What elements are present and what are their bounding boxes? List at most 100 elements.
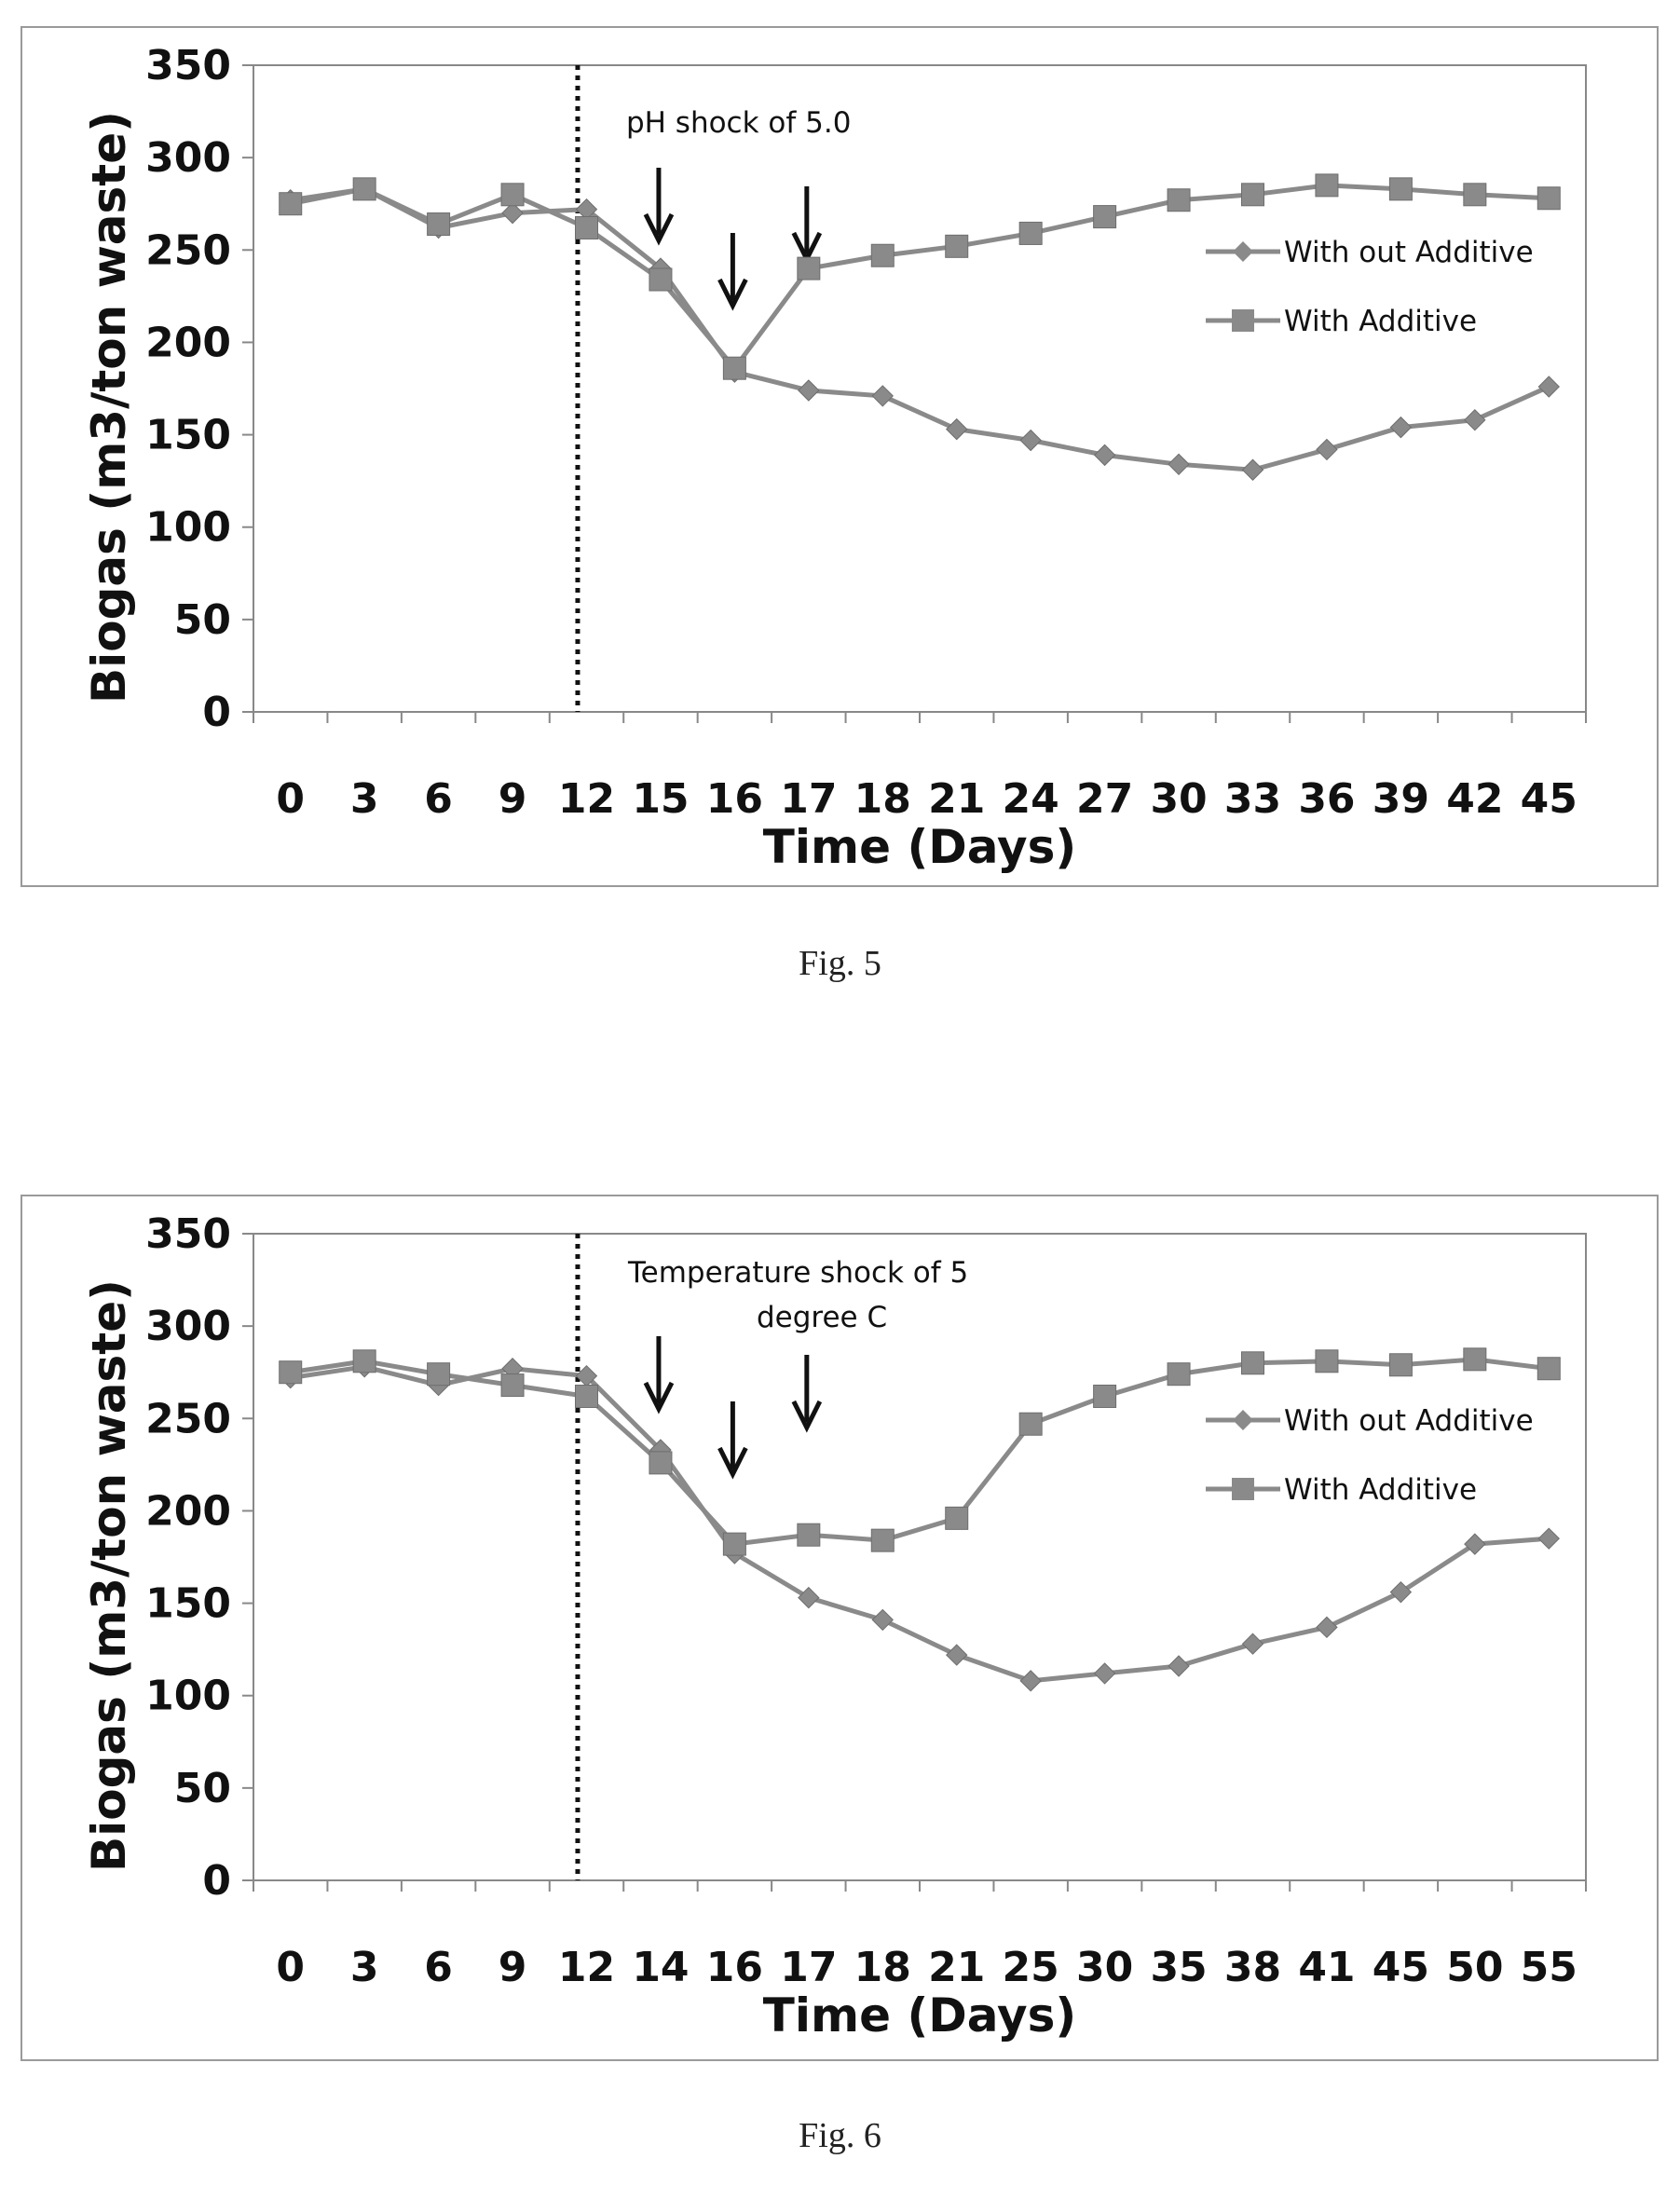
y-tick-label: 150 <box>145 412 231 459</box>
data-point-with-additive <box>1093 205 1117 229</box>
shock-arrow <box>717 233 748 311</box>
data-point-with-additive <box>575 1384 598 1408</box>
data-point-without-additive <box>798 379 820 402</box>
data-point-without-additive <box>1241 458 1264 481</box>
data-point-with-additive <box>1315 1349 1339 1373</box>
data-point-without-additive <box>946 417 968 441</box>
y-tick-label: 0 <box>202 1857 231 1905</box>
legend-label: With out Additive <box>1284 236 1534 269</box>
data-point-with-additive <box>575 215 598 239</box>
y-axis-title: Biogas (m3/ton waste) <box>82 1279 136 1872</box>
shock-arrow-head <box>643 1381 675 1414</box>
x-tick-label: 45 <box>1521 775 1578 823</box>
x-tick-label: 9 <box>499 775 527 823</box>
data-point-with-additive <box>870 1528 895 1552</box>
shock-arrow <box>643 168 675 246</box>
x-tick-label: 33 <box>1224 775 1281 823</box>
y-tick-label: 350 <box>145 1210 231 1258</box>
data-point-with-additive <box>279 1360 303 1385</box>
x-tick-label: 16 <box>706 775 763 823</box>
data-point-with-additive <box>1241 1351 1264 1375</box>
series-line-with-additive <box>290 1357 1550 1547</box>
x-tick-label: 36 <box>1298 775 1355 823</box>
y-tick-label: 150 <box>145 1580 231 1628</box>
data-point-without-additive <box>1464 1533 1486 1555</box>
x-tick-label: 27 <box>1076 775 1133 823</box>
x-tick-label: 38 <box>1224 1944 1281 1991</box>
y-tick-label: 200 <box>145 1487 231 1535</box>
chart-panel-fig6: 0 50 100 150 200 250 300 350 0 3 6 9 12 14 16 17 18 21 25 3… <box>20 1195 1659 2061</box>
y-tick-label: 350 <box>145 42 231 89</box>
y-tick-label: 250 <box>145 226 231 274</box>
legend-label: With Additive <box>1284 305 1477 338</box>
data-point-without-additive <box>1464 409 1486 431</box>
y-tick-label: 300 <box>145 1303 231 1350</box>
shock-arrow-head <box>643 212 675 246</box>
x-tick-label: 6 <box>424 1944 453 1991</box>
data-point-without-additive <box>1389 1580 1413 1604</box>
x-tick-label: 9 <box>499 1944 527 1991</box>
data-point-without-additive <box>1316 438 1338 461</box>
data-point-without-additive <box>1168 453 1190 476</box>
legend-marker-square <box>1232 1478 1254 1500</box>
x-tick-label: 12 <box>558 1944 615 1991</box>
x-tick-label: 3 <box>350 775 379 823</box>
x-tick-label: 3 <box>350 1944 379 1991</box>
data-point-with-additive <box>279 192 303 216</box>
x-tick-label: 18 <box>854 775 911 823</box>
shock-arrow <box>643 1336 675 1414</box>
data-point-with-additive <box>1537 1357 1561 1381</box>
x-tick-label: 16 <box>706 1944 763 1991</box>
y-tick-label: 0 <box>202 689 231 736</box>
x-tick-label: 0 <box>276 775 305 823</box>
series-line-without-additive <box>290 1364 1550 1684</box>
data-point-without-additive <box>1093 1662 1116 1685</box>
data-point-with-additive <box>1018 221 1043 245</box>
shock-annotation: pH shock of 5.0 <box>626 106 852 140</box>
y-tick-label: 100 <box>145 1673 231 1720</box>
data-point-with-additive <box>500 183 525 207</box>
data-point-with-additive <box>1241 183 1264 207</box>
x-tick-label: 18 <box>854 1944 911 1991</box>
data-point-without-additive <box>871 1608 894 1632</box>
x-tick-label: 45 <box>1373 1944 1429 1991</box>
x-tick-label: 42 <box>1446 775 1503 823</box>
data-point-without-additive <box>871 385 894 407</box>
data-point-without-additive <box>1389 416 1413 439</box>
shock-arrow-head <box>791 1400 823 1433</box>
x-axis-title: Time (Days) <box>763 1988 1076 2043</box>
data-point-with-additive <box>1315 173 1339 198</box>
x-tick-label: 17 <box>780 775 837 823</box>
data-point-with-additive <box>427 212 451 237</box>
x-tick-label: 15 <box>632 775 689 823</box>
y-tick-label: 200 <box>145 319 231 366</box>
y-tick-label: 250 <box>145 1395 231 1442</box>
data-point-without-additive <box>1537 376 1560 398</box>
x-tick-label: 30 <box>1076 1944 1133 1991</box>
x-tick-label: 50 <box>1446 1944 1503 1991</box>
x-tick-label: 14 <box>632 1944 689 1991</box>
x-tick-label: 12 <box>558 775 615 823</box>
plot-area <box>253 1233 1587 1881</box>
x-tick-label: 55 <box>1521 1944 1578 1991</box>
x-tick-label: 21 <box>928 775 985 823</box>
shock-arrow <box>791 186 823 265</box>
data-point-with-additive <box>649 1451 673 1475</box>
figure-caption-fig6: Fig. 6 <box>799 2116 881 2155</box>
x-tick-label: 25 <box>1003 1944 1059 1991</box>
data-point-with-additive <box>427 1362 451 1387</box>
y-tick-label: 50 <box>174 596 231 644</box>
data-point-with-additive <box>1463 1347 1487 1372</box>
x-tick-label: 0 <box>276 1944 305 1991</box>
data-point-with-additive <box>722 1532 746 1556</box>
legend-marker-diamond <box>1233 1410 1253 1430</box>
data-point-with-additive <box>1537 186 1561 211</box>
series-line-with-additive <box>290 183 1550 373</box>
data-point-with-additive <box>500 1373 525 1398</box>
data-point-without-additive <box>798 1586 820 1609</box>
data-point-with-additive <box>1093 1384 1117 1408</box>
y-axis-title: Biogas (m3/ton waste) <box>82 111 136 704</box>
data-point-without-additive <box>946 1644 968 1666</box>
